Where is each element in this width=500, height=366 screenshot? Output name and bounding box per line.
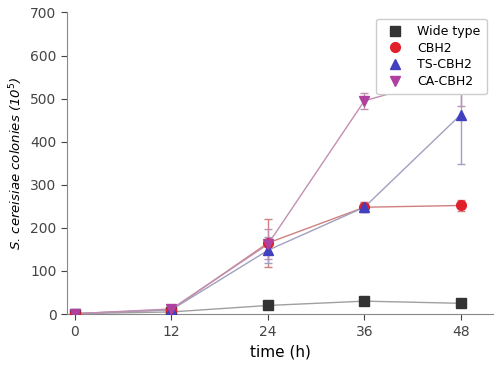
Wide type xyxy=(72,311,78,316)
TS-CBH2 xyxy=(458,112,464,117)
CBH2 xyxy=(72,311,78,316)
CBH2 xyxy=(168,307,174,312)
CA-CBH2 xyxy=(168,307,174,311)
Line: TS-CBH2: TS-CBH2 xyxy=(70,110,466,318)
TS-CBH2 xyxy=(362,205,368,209)
TS-CBH2 xyxy=(265,248,271,253)
Line: CBH2: CBH2 xyxy=(70,201,466,318)
CA-CBH2 xyxy=(362,98,368,103)
CBH2 xyxy=(265,241,271,245)
Legend: Wide type, CBH2, TS-CBH2, CA-CBH2: Wide type, CBH2, TS-CBH2, CA-CBH2 xyxy=(376,19,487,94)
CBH2 xyxy=(458,203,464,208)
CA-CBH2 xyxy=(72,311,78,316)
TS-CBH2 xyxy=(168,307,174,312)
TS-CBH2 xyxy=(72,311,78,316)
Line: CA-CBH2: CA-CBH2 xyxy=(70,69,466,318)
Wide type xyxy=(458,301,464,306)
CA-CBH2 xyxy=(458,71,464,76)
Wide type xyxy=(168,310,174,314)
X-axis label: time (h): time (h) xyxy=(250,344,310,359)
CA-CBH2 xyxy=(265,242,271,246)
Wide type xyxy=(362,299,368,303)
Wide type xyxy=(265,303,271,308)
Line: Wide type: Wide type xyxy=(70,296,466,318)
CBH2 xyxy=(362,205,368,209)
Y-axis label: S. cereisiae colonies (10$^5$): S. cereisiae colonies (10$^5$) xyxy=(7,76,24,250)
